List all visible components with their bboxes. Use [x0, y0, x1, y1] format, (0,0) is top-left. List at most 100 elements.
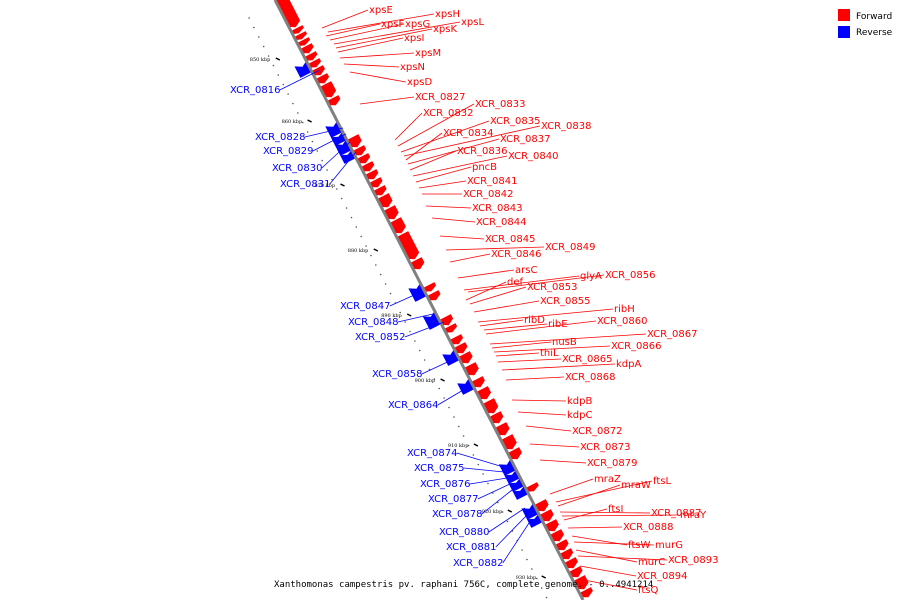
- ruler-dot: [458, 425, 460, 428]
- forward-leader-line: [573, 541, 655, 546]
- reverse-leader-line: [397, 313, 434, 323]
- ruler-dot: [370, 254, 372, 257]
- forward-leader-line: [485, 320, 597, 335]
- forward-leader-line: [557, 484, 621, 507]
- forward-leader-line: [477, 308, 614, 323]
- reverse-leader-line: [437, 385, 471, 406]
- forward-leader-line: [431, 217, 476, 223]
- ruler-dot: [531, 568, 533, 570]
- ruler-dot: [404, 321, 406, 323]
- tick-label: 900 kbp: [415, 378, 436, 384]
- forward-leader-line: [549, 478, 594, 495]
- forward-gene-label: ftsL: [653, 476, 671, 487]
- forward-gene-arrow: [368, 177, 383, 188]
- forward-gene-label: XCR_0845: [485, 234, 536, 245]
- reverse-leader-line: [481, 489, 513, 515]
- reverse-gene-label: XCR_0831: [280, 179, 331, 190]
- ruler-dot: [375, 264, 377, 266]
- forward-gene-arrow: [314, 73, 330, 84]
- forward-leader-line: [400, 120, 490, 153]
- forward-gene-label: XCR_0844: [476, 217, 527, 228]
- forward-gene-arrow: [448, 334, 464, 345]
- forward-gene-label: XCR_0846: [491, 249, 542, 260]
- ruler-dot: [487, 482, 489, 485]
- ruler-dot: [267, 55, 270, 57]
- ruler-dot: [384, 283, 387, 285]
- forward-leader-line: [329, 23, 405, 41]
- forward-gene-label: mraY: [680, 510, 707, 521]
- forward-leader-line: [575, 549, 638, 563]
- reverse-gene-label: XCR_0828: [255, 132, 306, 143]
- reverse-gene-label: XCR_0877: [428, 494, 479, 505]
- ruler-dot: [423, 359, 426, 361]
- tick-mark: [406, 313, 412, 317]
- forward-leader-line: [483, 323, 548, 331]
- forward-gene-label: XCR_0867: [647, 329, 698, 340]
- ruler-dot: [350, 216, 353, 219]
- forward-leader-line: [407, 138, 500, 165]
- ruler-dot: [262, 45, 265, 48]
- forward-gene-label: xpsK: [433, 24, 457, 35]
- ruler-dot: [545, 596, 548, 599]
- reverse-leader-line: [463, 467, 505, 473]
- reverse-gene-label: XCR_0875: [414, 463, 465, 474]
- forward-gene-arrow: [443, 323, 458, 333]
- forward-gene-label: XCR_0841: [467, 176, 518, 187]
- tick-label: 860 kbp: [282, 119, 303, 125]
- forward-leader-line: [425, 205, 472, 209]
- forward-leader-line: [501, 363, 616, 371]
- forward-leader-line: [405, 132, 443, 161]
- forward-leader-line: [335, 28, 433, 49]
- forward-gene-label: xpsH: [435, 9, 460, 20]
- ruler-dot: [311, 140, 314, 143]
- forward-leader-line: [457, 269, 515, 279]
- ruler-dot: [536, 577, 538, 580]
- forward-leader-line: [349, 71, 407, 83]
- forward-gene-label: XCR_0835: [490, 116, 541, 127]
- ruler-dot: [443, 397, 445, 399]
- forward-gene-label: ribD: [524, 315, 545, 326]
- tick-mark: [307, 119, 312, 123]
- forward-leader-line: [337, 37, 404, 53]
- reverse-gene-label: XCR_0874: [407, 448, 458, 459]
- forward-leader-line: [394, 112, 423, 141]
- tick-mark: [340, 183, 345, 187]
- ruler-dot: [331, 178, 333, 181]
- forward-leader-line: [445, 246, 545, 251]
- ruler-dot: [506, 520, 509, 523]
- forward-gene-arrow: [293, 31, 307, 41]
- reverse-gene-label: XCR_0847: [340, 301, 391, 312]
- tick-label: 920 kbp: [482, 509, 503, 515]
- forward-gene-label: xpsF: [381, 19, 404, 30]
- forward-gene-arrow: [422, 282, 437, 292]
- ruler-dot: [482, 473, 484, 475]
- forward-gene-arrow: [290, 25, 304, 35]
- forward-gene-label: XCR_0827: [415, 92, 466, 103]
- forward-leader-line: [465, 281, 507, 301]
- forward-gene-label: xpsE: [369, 5, 393, 16]
- ruler-dot: [282, 83, 285, 86]
- forward-leader-line: [412, 155, 508, 177]
- forward-leader-line: [495, 352, 540, 357]
- genome-caption: Xanthomonas campestris pv. raphani 756C,…: [274, 580, 653, 590]
- ruler-dot: [336, 188, 338, 190]
- ruler-dot: [472, 454, 475, 456]
- forward-gene-label: XCR_0855: [540, 296, 591, 307]
- ruler-dot: [448, 406, 450, 409]
- genome-backbone: [273, 0, 585, 600]
- forward-leader-line: [579, 565, 637, 577]
- legend-label-forward: Forward: [856, 12, 892, 22]
- reverse-leader-line: [477, 483, 511, 500]
- forward-gene-arrow: [395, 231, 420, 260]
- forward-gene-label: xpsN: [400, 62, 425, 73]
- ruler-dot: [272, 64, 275, 67]
- tick-mark: [473, 443, 479, 447]
- ruler-dot: [399, 311, 402, 314]
- ruler-dot: [409, 330, 411, 333]
- ruler-dot: [277, 74, 280, 76]
- forward-leader-line: [409, 150, 457, 171]
- forward-gene-arrow: [426, 290, 441, 301]
- forward-gene-label: XCR_0842: [463, 189, 514, 200]
- reverse-leader-line: [389, 291, 422, 307]
- tick-label: 880 kbp: [348, 248, 369, 254]
